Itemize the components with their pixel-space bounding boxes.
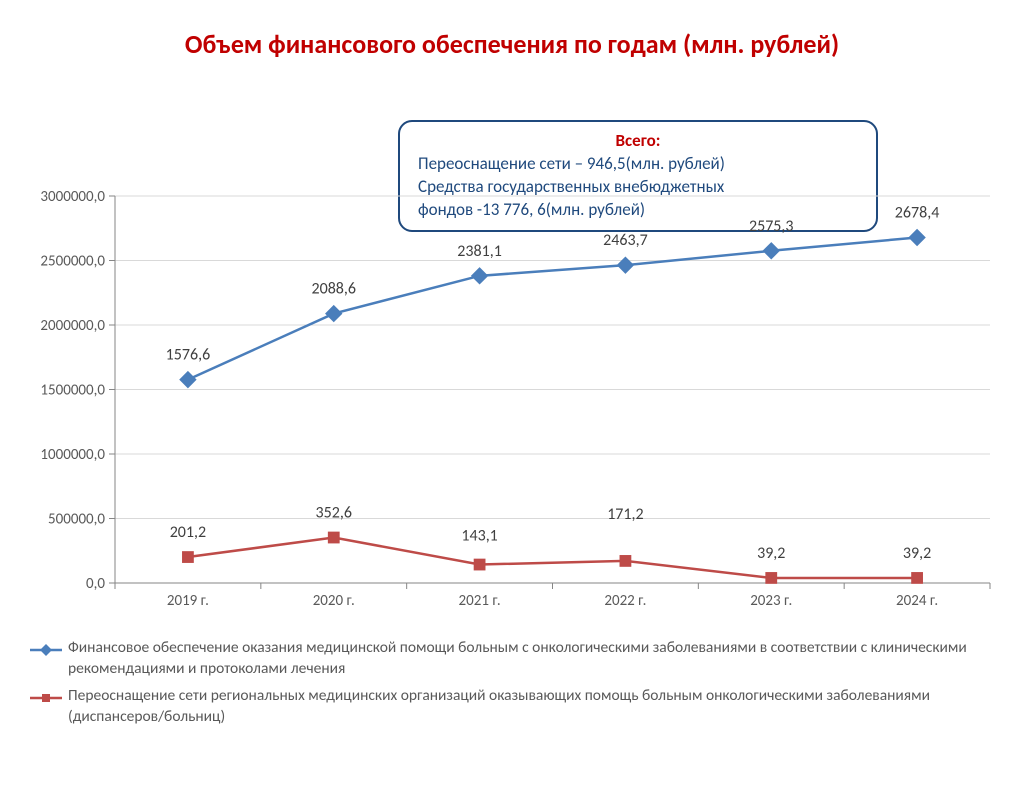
svg-text:2678,4: 2678,4 — [895, 203, 940, 222]
svg-text:0,0: 0,0 — [86, 575, 105, 593]
svg-text:1500000,0: 1500000,0 — [40, 382, 105, 400]
svg-text:2381,1: 2381,1 — [457, 242, 502, 261]
svg-text:201,2: 201,2 — [170, 523, 206, 542]
svg-text:2020 г.: 2020 г. — [313, 592, 355, 610]
svg-text:39,2: 39,2 — [757, 544, 785, 563]
svg-text:2024 г.: 2024 г. — [896, 592, 938, 610]
legend-item: Переоснащение сети региональных медицинс… — [30, 686, 990, 728]
svg-text:2023 г.: 2023 г. — [750, 592, 792, 610]
svg-text:500000,0: 500000,0 — [48, 511, 105, 529]
svg-text:2500000,0: 2500000,0 — [40, 253, 105, 271]
svg-text:1576,6: 1576,6 — [166, 346, 211, 365]
svg-text:39,2: 39,2 — [903, 544, 931, 563]
legend-label: Финансовое обеспечение оказания медицинс… — [68, 638, 990, 680]
legend: Финансовое обеспечение оказания медицинс… — [30, 638, 990, 734]
svg-text:143,1: 143,1 — [461, 527, 497, 546]
svg-text:3000000,0: 3000000,0 — [40, 188, 105, 206]
svg-text:171,2: 171,2 — [607, 505, 643, 524]
svg-text:2000000,0: 2000000,0 — [40, 317, 105, 335]
legend-label: Переоснащение сети региональных медицинс… — [68, 686, 990, 728]
svg-text:2463,7: 2463,7 — [603, 231, 648, 250]
svg-text:2088,6: 2088,6 — [311, 280, 356, 299]
svg-text:1000000,0: 1000000,0 — [40, 446, 105, 464]
line-chart: 0,0 500000,0 1000000,0 1500000,0 2000000,0 25… — [0, 28, 1024, 628]
svg-text:352,6: 352,6 — [316, 504, 352, 523]
svg-text:2021 г.: 2021 г. — [459, 592, 501, 610]
svg-text:2022 г.: 2022 г. — [604, 592, 646, 610]
svg-text:2019 г.: 2019 г. — [167, 592, 209, 610]
legend-item: Финансовое обеспечение оказания медицинс… — [30, 638, 990, 680]
svg-text:2575,3: 2575,3 — [749, 217, 794, 236]
